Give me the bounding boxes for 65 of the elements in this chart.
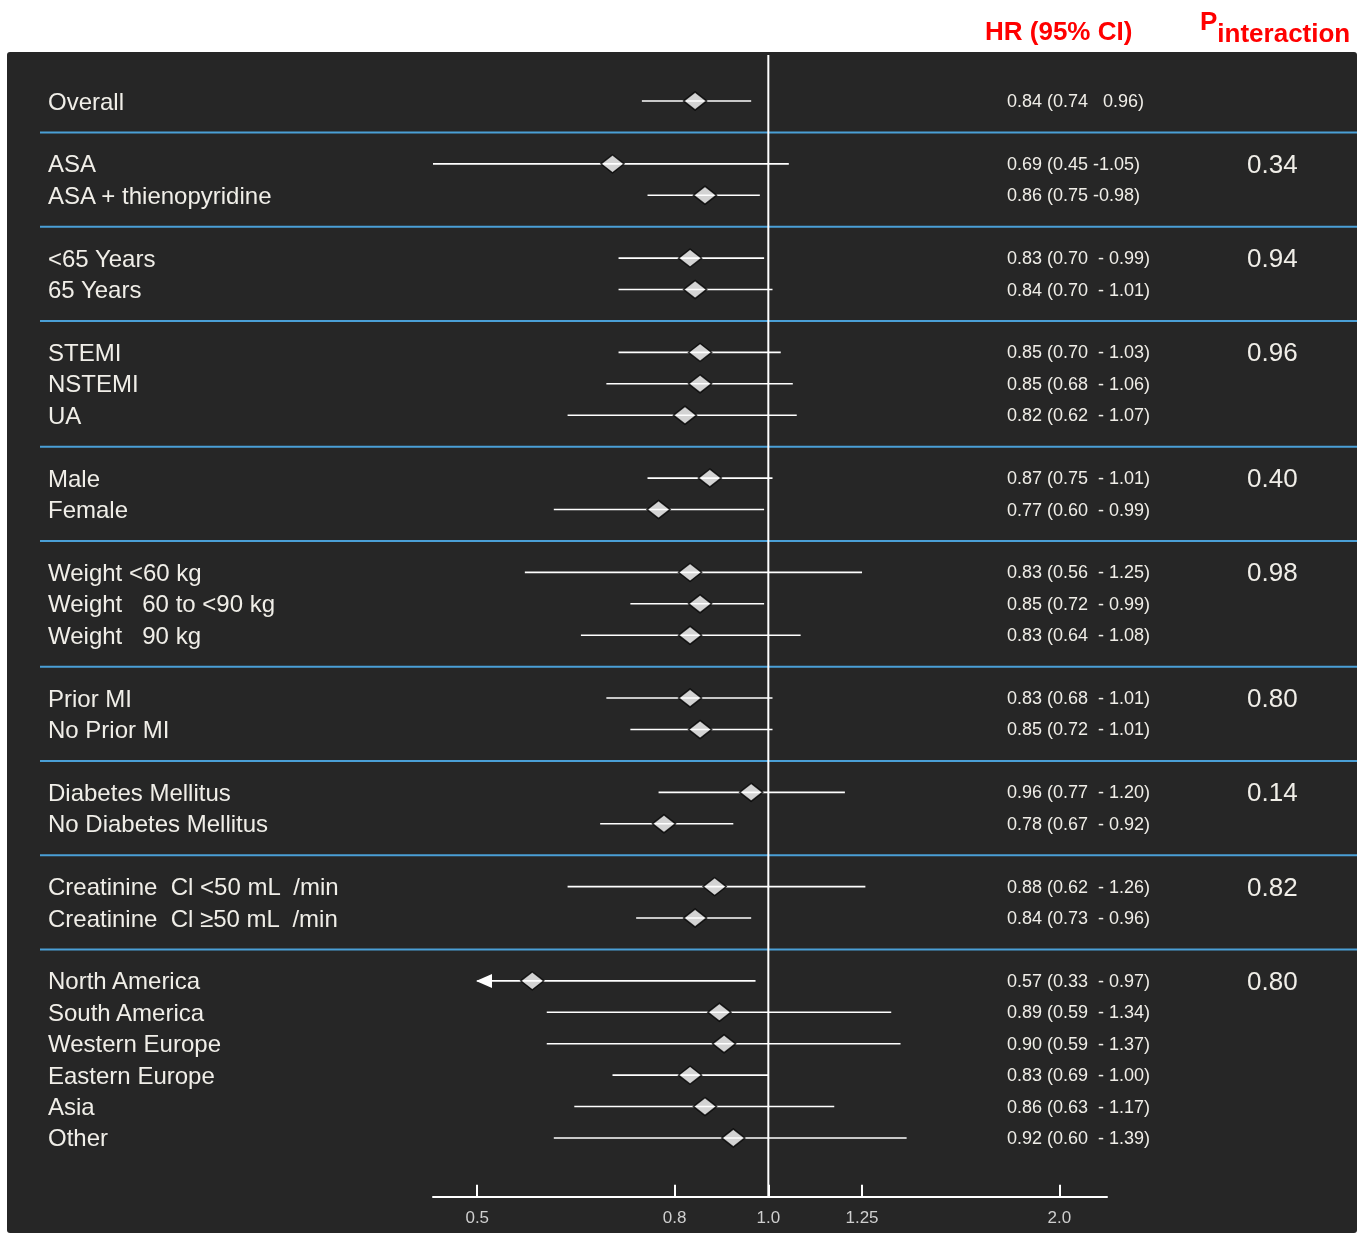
y2-tick-label: 0.77 (0.60 - 0.99) xyxy=(1007,499,1151,520)
y2-tick-label: 0.84 (0.73 - 0.96) xyxy=(1007,908,1151,929)
y2-tick-label: 0.69 (0.45 -1.05) xyxy=(1007,153,1141,174)
y-tick-label: Weight 60 to <90 kg xyxy=(48,590,276,618)
y2-tick-label: 0.85 (0.72 - 0.99) xyxy=(1007,593,1151,614)
y2-tick-label: 0.78 (0.67 - 0.92) xyxy=(1007,813,1151,834)
y2-tick-label: 0.96 (0.77 - 1.20) xyxy=(1007,782,1151,803)
y2-tick-label: 0.82 (0.62 - 1.07) xyxy=(1007,405,1151,426)
text: 0.82 xyxy=(1247,871,1298,902)
text: 0.14 xyxy=(1247,777,1298,808)
y-tick-label: UA xyxy=(48,401,82,429)
y2-tick-label: 0.88 (0.62 - 1.26) xyxy=(1007,876,1151,897)
y-tick-label: Female xyxy=(48,496,129,524)
y2-tick-label: 0.85 (0.70 - 1.03) xyxy=(1007,342,1151,363)
y-tick-label: Diabetes Mellitus xyxy=(48,778,231,806)
y-tick-label: Weight <60 kg xyxy=(48,558,202,586)
x-tick-label: 2.0 xyxy=(1047,1207,1072,1227)
text: 0.40 xyxy=(1247,463,1298,494)
y-tick-label: ASA xyxy=(48,150,97,178)
y2-tick-label: 0.84 (0.74 0.96) xyxy=(1007,91,1145,112)
y-tick-label: Creatinine Cl <50 mL /min xyxy=(48,873,339,901)
y-tick-label: North America xyxy=(48,967,201,995)
y-tick-label: Creatinine Cl ≥50 mL /min xyxy=(48,904,338,932)
y-tick-label: Overall xyxy=(48,87,125,115)
y2-tick-label: 0.86 (0.75 -0.98) xyxy=(1007,185,1141,206)
y2-tick-label: 0.84 (0.70 - 1.01) xyxy=(1007,279,1151,300)
y2-tick-label: 0.92 (0.60 - 1.39) xyxy=(1007,1127,1151,1148)
y2-tick-label: 0.86 (0.63 - 1.17) xyxy=(1007,1096,1151,1117)
y-tick-label: Asia xyxy=(48,1093,96,1121)
y-tick-label: Weight 90 kg xyxy=(48,621,201,649)
y2-tick-label: 0.87 (0.75 - 1.01) xyxy=(1007,468,1151,489)
text: 0.80 xyxy=(1247,683,1298,714)
x-tick-label: 0.5 xyxy=(465,1207,490,1227)
y-tick-label: No Diabetes Mellitus xyxy=(48,810,269,838)
y2-tick-label: 0.89 (0.59 - 1.34) xyxy=(1007,1002,1151,1023)
y2-tick-label: 0.83 (0.56 - 1.25) xyxy=(1007,562,1151,583)
y-tick-label: NSTEMI xyxy=(48,370,139,398)
y-tick-label: Prior MI xyxy=(48,684,132,712)
y-tick-label: Eastern Europe xyxy=(48,1061,215,1089)
y2-tick-label: 0.85 (0.72 - 1.01) xyxy=(1007,719,1151,740)
y-tick-label: ASA + thienopyridine xyxy=(48,181,272,209)
y-tick-label: Other xyxy=(48,1124,109,1152)
y-tick-label: Western Europe xyxy=(48,1030,221,1058)
y-tick-label: Male xyxy=(48,464,101,492)
y-tick-label: STEMI xyxy=(48,338,122,366)
y2-tick-label: 0.83 (0.69 - 1.00) xyxy=(1007,1065,1151,1086)
y2-tick-label: 0.57 (0.33 - 0.97) xyxy=(1007,970,1151,991)
y-tick-label: 65 Years xyxy=(48,276,142,304)
text: 0.94 xyxy=(1247,243,1298,274)
y2-tick-label: 0.83 (0.64 - 1.08) xyxy=(1007,625,1151,646)
x-tick-label: 1.25 xyxy=(845,1207,879,1227)
y-tick-label: <65 Years xyxy=(48,244,156,272)
y-tick-label: No Prior MI xyxy=(48,715,170,743)
text: 0.96 xyxy=(1247,337,1298,368)
y2-tick-label: 0.90 (0.59 - 1.37) xyxy=(1007,1033,1151,1054)
x-tick-label: 0.8 xyxy=(662,1207,687,1227)
text: 0.98 xyxy=(1247,557,1298,588)
y2-tick-label: 0.83 (0.68 - 1.01) xyxy=(1007,688,1151,709)
text: 0.34 xyxy=(1247,148,1298,179)
y2-tick-label: 0.83 (0.70 - 0.99) xyxy=(1007,248,1151,269)
text: 0.80 xyxy=(1247,965,1298,996)
y2-tick-label: 0.85 (0.68 - 1.06) xyxy=(1007,373,1151,394)
x-tick-label: 1.0 xyxy=(756,1207,781,1227)
text: HR (95% CI) xyxy=(985,15,1133,48)
y-tick-label: South America xyxy=(48,998,205,1026)
